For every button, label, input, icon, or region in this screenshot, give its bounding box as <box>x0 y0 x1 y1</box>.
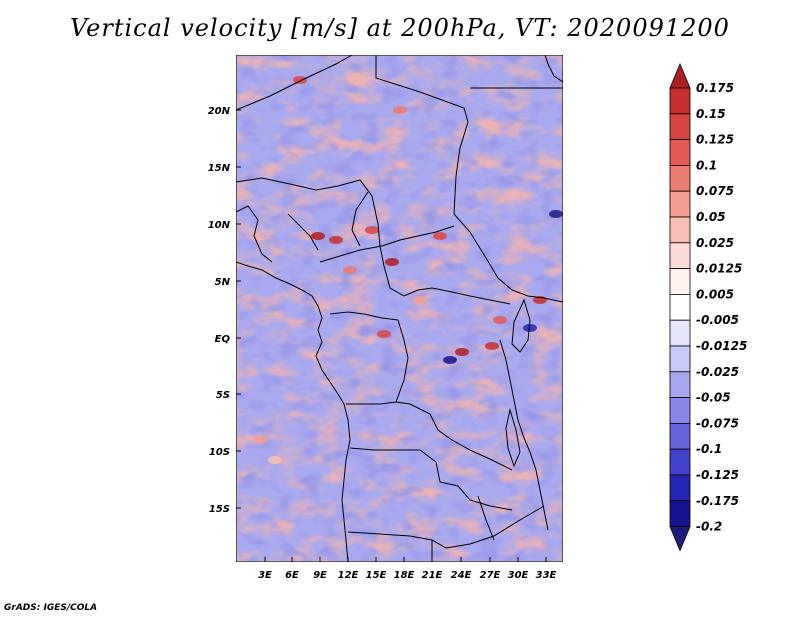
lon-label: 18E <box>394 570 415 581</box>
colorbar-cell <box>669 113 691 141</box>
country-borders <box>236 55 563 562</box>
map-panel <box>236 55 563 562</box>
colorbar-cell <box>669 242 691 270</box>
velocity-core <box>433 232 447 240</box>
colorbar-level-label: -0.0125 <box>696 339 747 353</box>
colorbar-level-label: -0.1 <box>696 442 722 456</box>
colorbar-cell <box>669 345 691 373</box>
lon-label: 9E <box>313 570 327 581</box>
colorbar-level-label: -0.005 <box>696 313 739 327</box>
colorbar-level-label: 0.05 <box>696 210 726 224</box>
lon-label: 12E <box>338 570 359 581</box>
velocity-core <box>268 456 282 464</box>
lat-label: 15S <box>209 504 230 515</box>
velocity-core <box>549 210 563 218</box>
colorbar-cell <box>669 164 691 192</box>
convective-cores <box>253 76 563 464</box>
lat-label: 5N <box>215 277 231 288</box>
colorbar-cell <box>669 526 691 552</box>
velocity-core <box>413 296 427 304</box>
lon-label: 33E <box>536 570 557 581</box>
velocity-core <box>523 324 537 332</box>
lon-label: 3E <box>258 570 272 581</box>
colorbar-cell <box>669 422 691 450</box>
lat-label: 10S <box>209 447 230 458</box>
colorbar <box>669 62 691 552</box>
lon-label: 15E <box>366 570 387 581</box>
colorbar-cell <box>669 371 691 398</box>
colorbar-cell <box>669 319 691 347</box>
colorbar-level-label: 0.005 <box>696 287 734 301</box>
lon-label: 6E <box>285 570 299 581</box>
colorbar-cell <box>669 293 691 321</box>
velocity-core <box>385 258 399 266</box>
colorbar-labels: 0.175 0.15 0.125 0.1 0.075 0.05 0.025 0.0125 0.0… <box>696 81 747 534</box>
colorbar-level-label: -0.175 <box>696 494 739 508</box>
colorbar-level-label: -0.125 <box>696 468 739 482</box>
field-noise-blue <box>236 55 563 562</box>
velocity-core <box>493 316 507 324</box>
colorbar-cell <box>669 500 691 527</box>
velocity-core <box>365 226 379 234</box>
colorbar-level-label: -0.2 <box>696 520 722 534</box>
lat-label: EQ <box>215 334 231 345</box>
velocity-core <box>293 76 307 84</box>
velocity-core <box>393 106 407 114</box>
map-title: Vertical velocity [m/s] at 200hPa, VT: 2… <box>70 14 730 42</box>
colorbar-level-label: 0.1 <box>696 158 717 172</box>
colorbar-level-label: 0.0125 <box>696 262 742 276</box>
colorbar-level-label: -0.075 <box>696 416 739 430</box>
colorbar-cell <box>669 62 691 89</box>
velocity-core <box>455 348 469 356</box>
velocity-core <box>343 266 357 274</box>
colorbar-cell <box>669 87 691 115</box>
grads-credit: GrADS: IGES/COLA <box>4 603 98 613</box>
lat-label: 15N <box>208 163 231 174</box>
colorbar-cell <box>669 190 691 218</box>
colorbar-level-label: 0.075 <box>696 184 734 198</box>
colorbar-cell <box>669 139 691 166</box>
velocity-core <box>253 436 267 444</box>
colorbar-level-label: -0.05 <box>696 391 731 405</box>
velocity-core <box>443 356 457 364</box>
lon-label: 27E <box>480 570 501 581</box>
colorbar-cell <box>669 474 691 502</box>
colorbar-cell <box>669 448 691 476</box>
lat-label: 10N <box>208 220 231 231</box>
colorbar-cell <box>669 216 691 244</box>
colorbar-cell <box>669 268 691 295</box>
velocity-core <box>377 330 391 338</box>
velocity-core <box>329 236 343 244</box>
longitude-labels: 3E 6E 9E 12E 15E 18E 21E 24E 27E 30E 33E <box>258 557 557 581</box>
lon-label: 30E <box>508 570 529 581</box>
velocity-core <box>485 342 499 350</box>
colorbar-level-label: -0.025 <box>696 365 739 379</box>
lat-label: 20N <box>208 106 231 117</box>
latitude-labels: 20N 15N 10N 5N EQ 5S 10S 15S <box>208 106 241 515</box>
velocity-core <box>311 232 325 240</box>
lon-label: 24E <box>451 570 472 581</box>
colorbar-level-label: 0.175 <box>696 81 734 95</box>
colorbar-level-label: 0.15 <box>696 107 726 121</box>
colorbar-level-label: 0.125 <box>696 133 734 147</box>
colorbar-cell <box>669 397 691 424</box>
colorbar-level-label: 0.025 <box>696 236 734 250</box>
lon-label: 21E <box>422 570 443 581</box>
lat-label: 5S <box>216 390 230 401</box>
